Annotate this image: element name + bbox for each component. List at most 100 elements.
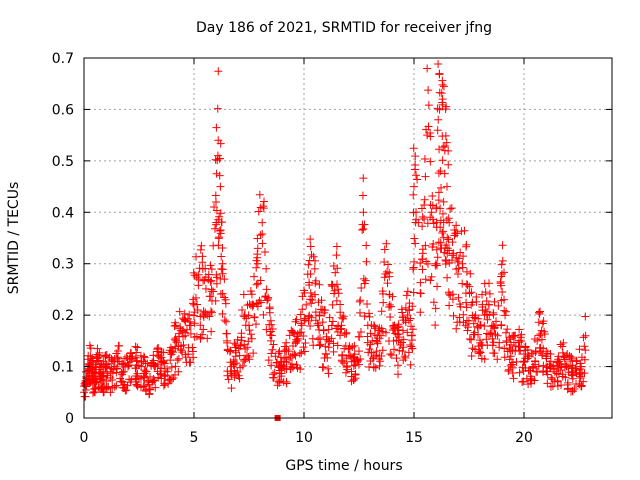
data-point-dense bbox=[225, 347, 234, 356]
data-point-dense bbox=[496, 277, 505, 286]
data-point-dense bbox=[426, 128, 435, 137]
data-point bbox=[262, 285, 271, 294]
data-point-dense bbox=[501, 311, 510, 320]
data-point bbox=[302, 300, 311, 309]
data-point-dense bbox=[321, 350, 330, 359]
data-point-dense bbox=[365, 309, 374, 318]
data-point-dense bbox=[553, 376, 562, 385]
data-point-dense bbox=[498, 288, 507, 297]
data-point-dense bbox=[488, 341, 497, 350]
data-point-dense bbox=[476, 348, 485, 357]
data-point-dense bbox=[186, 321, 195, 330]
data-point bbox=[399, 326, 407, 335]
data-point-dense bbox=[404, 316, 413, 325]
data-point-dense bbox=[459, 318, 468, 327]
data-point-dense bbox=[423, 259, 432, 268]
data-point-dense bbox=[102, 383, 111, 392]
data-point-dense bbox=[431, 321, 440, 330]
data-point bbox=[493, 331, 502, 340]
data-point-dense bbox=[171, 334, 180, 343]
data-point-dense bbox=[542, 354, 551, 363]
data-point-dense bbox=[315, 280, 324, 289]
data-point-dense bbox=[399, 343, 408, 352]
data-point-dense bbox=[188, 299, 197, 308]
data-point-dense bbox=[207, 276, 216, 285]
data-point-dense bbox=[515, 368, 524, 377]
y-tick-label: 0.5 bbox=[52, 154, 74, 170]
data-point-dense bbox=[462, 267, 471, 276]
data-point-dense bbox=[491, 330, 500, 339]
data-point bbox=[258, 218, 267, 227]
data-point-dense bbox=[434, 196, 443, 205]
data-point-dense bbox=[443, 233, 452, 242]
data-point-dense bbox=[547, 373, 556, 382]
data-point-dense bbox=[133, 343, 142, 352]
data-point-dense bbox=[449, 311, 458, 320]
data-point-dense bbox=[452, 324, 461, 333]
data-point-dense bbox=[254, 207, 263, 216]
data-point-dense bbox=[577, 353, 586, 362]
data-point-dense bbox=[341, 368, 350, 377]
data-point-dense bbox=[93, 353, 102, 362]
data-point-dense bbox=[535, 308, 544, 317]
data-point-dense bbox=[560, 355, 569, 364]
data-point-dense bbox=[314, 335, 323, 344]
data-point-dense bbox=[338, 313, 347, 322]
data-point-dense bbox=[377, 351, 386, 360]
data-point-dense bbox=[480, 355, 489, 364]
data-point-dense bbox=[209, 287, 218, 296]
data-point-dense bbox=[126, 354, 135, 363]
data-point-dense bbox=[444, 146, 453, 155]
data-point-dense bbox=[439, 143, 448, 152]
data-point-dense bbox=[342, 328, 351, 337]
data-point-dense bbox=[546, 349, 555, 358]
data-point-dense bbox=[531, 357, 540, 366]
data-point-dense bbox=[356, 328, 365, 337]
data-point-dense bbox=[579, 333, 588, 342]
data-point-dense bbox=[196, 321, 205, 330]
data-point-dense bbox=[81, 392, 90, 401]
data-point-dense bbox=[103, 371, 112, 380]
data-point-dense bbox=[277, 357, 286, 366]
data-point-dense bbox=[241, 321, 250, 330]
data-point-dense bbox=[347, 357, 356, 366]
data-point-dense bbox=[538, 351, 547, 360]
data-point-dense bbox=[307, 292, 316, 301]
data-point-dense bbox=[434, 60, 443, 69]
data-point-dense bbox=[222, 317, 231, 326]
data-point-dense bbox=[262, 264, 271, 273]
data-point-dense bbox=[336, 300, 345, 309]
data-point bbox=[432, 259, 440, 268]
plot-frame bbox=[83, 57, 613, 419]
data-point-dense bbox=[267, 331, 276, 340]
data-point-dense bbox=[420, 214, 429, 223]
data-point bbox=[443, 182, 451, 191]
data-point-dense bbox=[315, 311, 324, 320]
data-point-dense bbox=[214, 241, 223, 250]
data-point-dense bbox=[359, 274, 368, 283]
data-point-dense bbox=[379, 298, 388, 307]
data-point-dense bbox=[402, 291, 411, 300]
data-point-dense bbox=[405, 306, 414, 315]
data-point-dense bbox=[458, 279, 467, 288]
data-point-dense bbox=[201, 284, 210, 293]
data-point-dense bbox=[307, 313, 316, 322]
data-point-dense bbox=[350, 341, 359, 350]
data-point-dense bbox=[357, 283, 366, 292]
data-point-dense bbox=[220, 316, 229, 325]
data-point-dense bbox=[387, 302, 396, 311]
data-point-dense bbox=[320, 354, 329, 363]
data-point-dense bbox=[371, 363, 380, 372]
data-points bbox=[80, 60, 590, 421]
data-point-dense bbox=[247, 334, 256, 343]
data-point-dense bbox=[331, 268, 340, 277]
data-point-dense bbox=[309, 252, 318, 261]
data-point-dense bbox=[390, 345, 399, 354]
data-point-dense bbox=[174, 367, 183, 376]
data-point-dense bbox=[332, 296, 341, 305]
data-point-dense bbox=[313, 319, 322, 328]
data-point-dense bbox=[535, 331, 544, 340]
y-tick-label: 0.2 bbox=[52, 308, 74, 324]
data-point-dense bbox=[380, 245, 389, 254]
data-point-dense bbox=[464, 316, 473, 325]
